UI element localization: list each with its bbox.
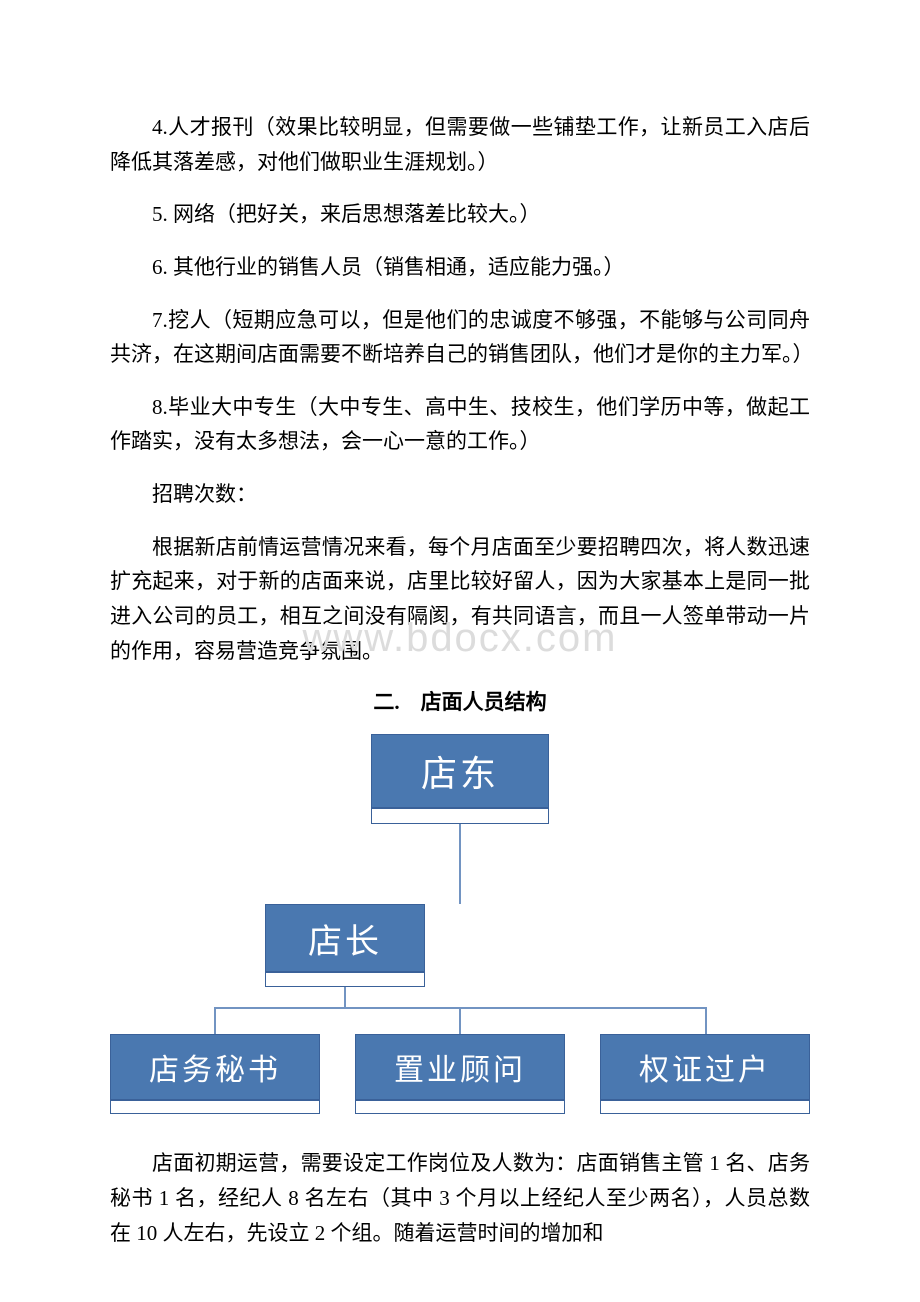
- paragraph-9: 招聘次数：: [110, 477, 810, 512]
- org-line: [344, 987, 346, 1007]
- org-node-label: 店长: [308, 914, 382, 963]
- org-chart: 店东 店长 店务秘书 置业顾问 权证过户: [110, 734, 810, 1124]
- org-node-root: 店东: [371, 734, 549, 808]
- org-line: [214, 1007, 216, 1034]
- org-node-label: 置业顾问: [394, 1045, 526, 1089]
- org-node-underbar: [355, 1100, 565, 1114]
- org-node-label: 权证过户: [639, 1045, 771, 1089]
- org-node-underbar: [600, 1100, 810, 1114]
- paragraph-6: 6. 其他行业的销售人员（销售相通，适应能力强。）: [110, 250, 810, 285]
- paragraph-5: 5. 网络（把好关，来后思想落差比较大。）: [110, 197, 810, 232]
- org-node-underbar: [110, 1100, 320, 1114]
- section-heading-2: 二. 店面人员结构: [110, 686, 810, 716]
- paragraph-8: 8.毕业大中专生（大中专生、高中生、技校生，他们学历中等，做起工作踏实，没有太多…: [110, 390, 810, 459]
- org-line: [705, 1007, 707, 1034]
- document-body: 4.人才报刊（效果比较明显，但需要做一些铺垫工作，让新员工入店后降低其落差感，对…: [0, 0, 920, 1250]
- org-line: [459, 824, 461, 904]
- org-line: [459, 1007, 461, 1034]
- org-node-secretary: 店务秘书: [110, 1034, 320, 1100]
- org-node-label: 店务秘书: [149, 1045, 281, 1089]
- org-node-underbar: [265, 972, 425, 987]
- org-node-transfer: 权证过户: [600, 1034, 810, 1100]
- org-node-label: 店东: [421, 745, 499, 797]
- org-node-consultant: 置业顾问: [355, 1034, 565, 1100]
- org-node-underbar: [371, 808, 549, 824]
- paragraph-11: 店面初期运营，需要设定工作岗位及人数为：店面销售主管 1 名、店务秘书 1 名，…: [110, 1146, 810, 1250]
- org-node-manager: 店长: [265, 904, 425, 972]
- paragraph-7: 7.挖人（短期应急可以，但是他们的忠诚度不够强，不能够与公司同舟共济，在这期间店…: [110, 303, 810, 372]
- paragraph-10: 根据新店前情运营情况来看，每个月店面至少要招聘四次，将人数迅速扩充起来，对于新的…: [110, 530, 810, 669]
- paragraph-4: 4.人才报刊（效果比较明显，但需要做一些铺垫工作，让新员工入店后降低其落差感，对…: [110, 110, 810, 179]
